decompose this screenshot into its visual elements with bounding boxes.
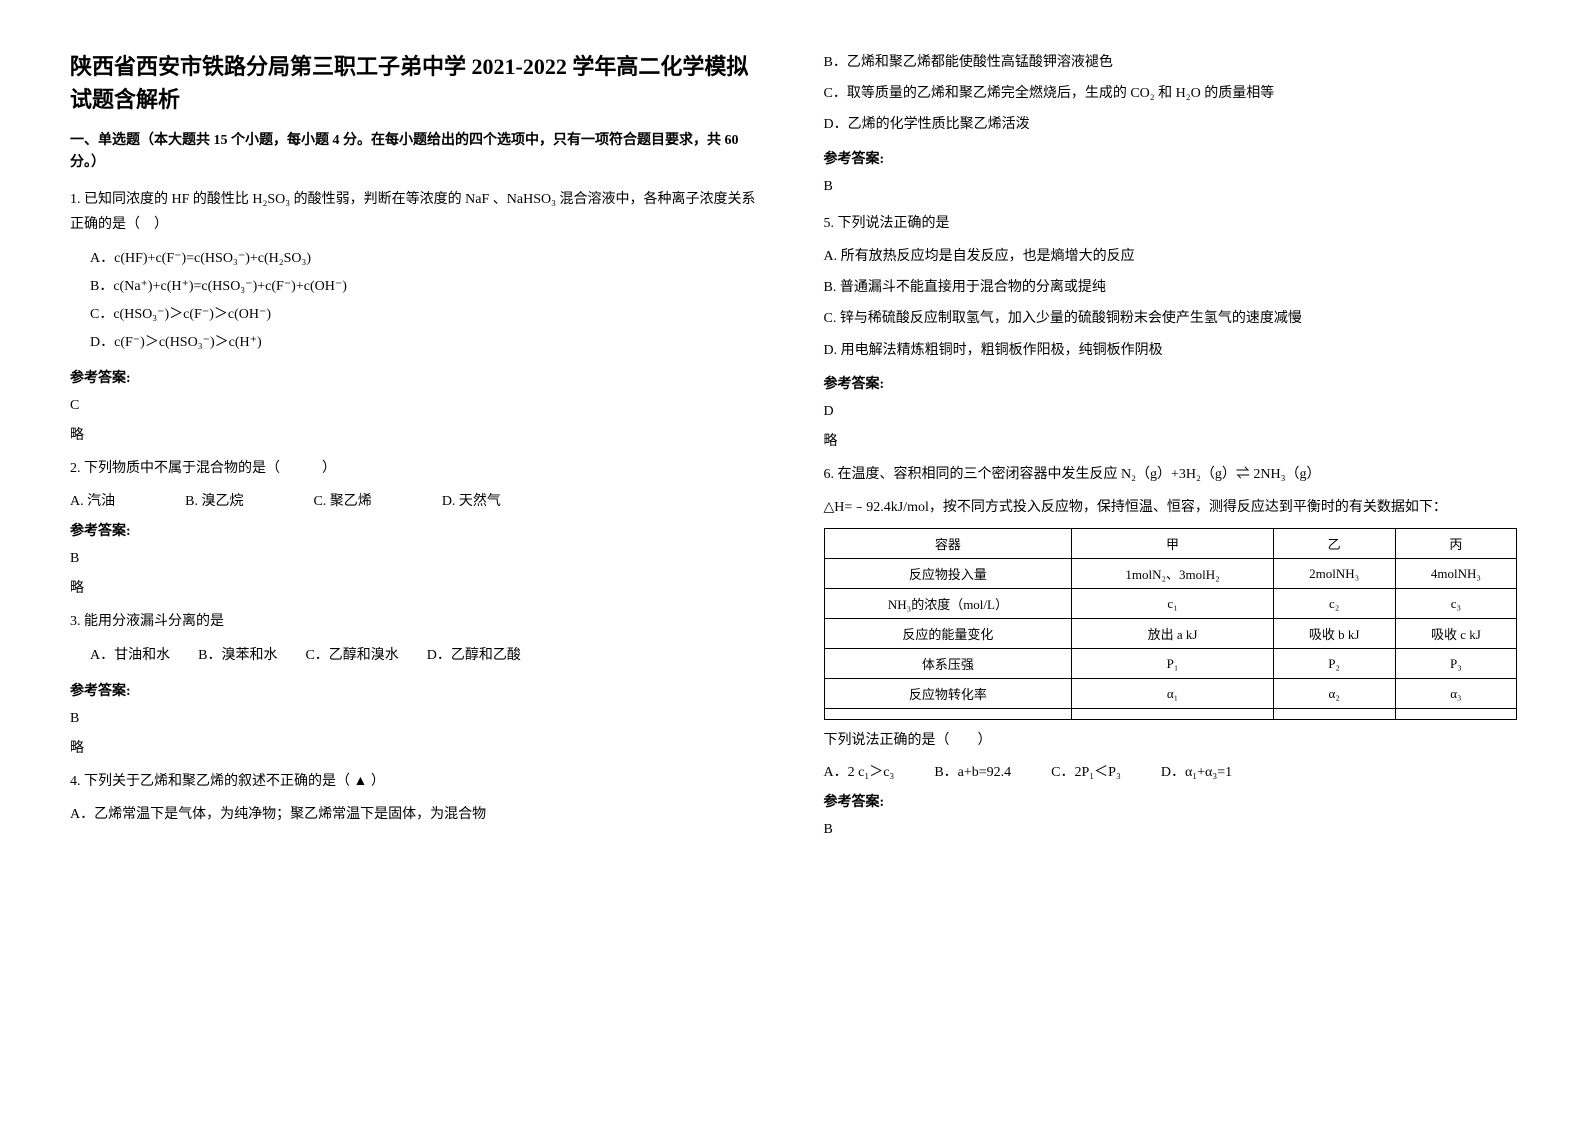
question-5-opt-c: C. 锌与稀硫酸反应制取氢气，加入少量的硫酸铜粉末会使产生氢气的速度减慢 — [824, 306, 1518, 331]
table-cell: 吸收 b kJ — [1273, 619, 1395, 649]
question-2-options: A. 汽油 B. 溴乙烷 C. 聚乙烯 D. 天然气 — [70, 490, 764, 510]
table-header-2: 乙 — [1273, 529, 1395, 559]
table-cell: c₃ — [1395, 589, 1516, 619]
question-4-answer: B — [824, 174, 1518, 199]
table-row: 反应的能量变化 放出 a kJ 吸收 b kJ 吸收 c kJ — [824, 619, 1517, 649]
table-cell: P₂ — [1273, 649, 1395, 679]
table-cell: c₁ — [1072, 589, 1273, 619]
question-5-opt-a: A. 所有放热反应均是自发反应，也是熵增大的反应 — [824, 244, 1518, 269]
question-4-opt-c: C．取等质量的乙烯和聚乙烯完全燃烧后，生成的 CO₂ 和 H₂O 的质量相等 — [824, 81, 1518, 106]
abbr-3: 略 — [70, 737, 764, 757]
table-cell: α₁ — [1072, 679, 1273, 709]
question-3-options: A．甘油和水 B．溴苯和水 C．乙醇和溴水 D．乙醇和乙酸 — [90, 642, 764, 670]
question-5-answer: D — [824, 399, 1518, 424]
question-4-opt-b: B．乙烯和聚乙烯都能使酸性高锰酸钾溶液褪色 — [824, 50, 1518, 75]
table-row: NH₃的浓度（mol/L） c₁ c₂ c₃ — [824, 589, 1517, 619]
answer-label-5: 参考答案: — [824, 373, 1518, 393]
question-6-table: 容器 甲 乙 丙 反应物投入量 1molN₂、3molH₂ 2molNH₃ 4m… — [824, 528, 1518, 720]
table-cell: P₁ — [1072, 649, 1273, 679]
question-3-stem: 3. 能用分液漏斗分离的是 — [70, 609, 764, 634]
table-row: 体系压强 P₁ P₂ P₃ — [824, 649, 1517, 679]
question-6-stem-1: 6. 在温度、容积相同的三个密闭容器中发生反应 N₂（g）+3H₂（g）⇌ 2N… — [824, 462, 1518, 487]
question-6-stem-2: △H=﹣92.4kJ/mol，按不同方式投入反应物，保持恒温、恒容，测得反应达到… — [824, 495, 1518, 520]
answer-label-1: 参考答案: — [70, 367, 764, 387]
table-row — [824, 709, 1517, 720]
table-cell: 反应的能量变化 — [824, 619, 1072, 649]
table-cell: 反应物转化率 — [824, 679, 1072, 709]
answer-label-4: 参考答案: — [824, 148, 1518, 168]
question-5-stem: 5. 下列说法正确的是 — [824, 211, 1518, 236]
question-6-options: A．2 c₁＞c₃ B．a+b=92.4 C．2P₁＜P₃ D．α₁+α₃=1 — [824, 761, 1518, 781]
table-header-1: 甲 — [1072, 529, 1273, 559]
question-2-opt-a: A. 汽油 — [70, 490, 115, 510]
question-6-post: 下列说法正确的是（ ） — [824, 728, 1518, 753]
table-cell: 2molNH₃ — [1273, 559, 1395, 589]
question-1-answer: C — [70, 393, 764, 418]
table-header-row: 容器 甲 乙 丙 — [824, 529, 1517, 559]
table-cell — [1273, 709, 1395, 720]
section-header: 一、单选题（本大题共 15 个小题，每小题 4 分。在每小题给出的四个选项中，只… — [70, 130, 764, 175]
table-cell: 放出 a kJ — [1072, 619, 1273, 649]
question-6-opt-b: B．a+b=92.4 — [934, 761, 1011, 781]
table-cell: 吸收 c kJ — [1395, 619, 1516, 649]
question-1-opt-d: D．c(F⁻)＞c(HSO₃⁻)＞c(H⁺) — [90, 329, 764, 357]
question-6-opt-c: C．2P₁＜P₃ — [1051, 761, 1121, 781]
table-cell — [824, 709, 1072, 720]
table-cell: 体系压强 — [824, 649, 1072, 679]
question-6-answer: B — [824, 817, 1518, 842]
table-cell: 1molN₂、3molH₂ — [1072, 559, 1273, 589]
table-cell — [1072, 709, 1273, 720]
left-column: 陕西省西安市铁路分局第三职工子弟中学 2021-2022 学年高二化学模拟试题含… — [70, 50, 794, 1072]
table-cell: 反应物投入量 — [824, 559, 1072, 589]
question-6-opt-d: D．α₁+α₃=1 — [1161, 761, 1232, 781]
abbr-5: 略 — [824, 430, 1518, 450]
question-6-opt-a: A．2 c₁＞c₃ — [824, 761, 895, 781]
table-header-0: 容器 — [824, 529, 1072, 559]
question-2-opt-d: D. 天然气 — [442, 490, 501, 510]
question-3-answer: B — [70, 706, 764, 731]
table-cell: 4molNH₃ — [1395, 559, 1516, 589]
table-header-3: 丙 — [1395, 529, 1516, 559]
question-1-opt-c: C．c(HSO₃⁻)＞c(F⁻)＞c(OH⁻) — [90, 301, 764, 329]
question-1-opt-a: A．c(HF)+c(F⁻)=c(HSO₃⁻)+c(H₂SO₃) — [90, 245, 764, 273]
answer-label-2: 参考答案: — [70, 520, 764, 540]
question-4-opt-d: D．乙烯的化学性质比聚乙烯活泼 — [824, 112, 1518, 137]
table-cell: α₂ — [1273, 679, 1395, 709]
table-row: 反应物转化率 α₁ α₂ α₃ — [824, 679, 1517, 709]
answer-label-3: 参考答案: — [70, 680, 764, 700]
table-cell: P₃ — [1395, 649, 1516, 679]
abbr-2: 略 — [70, 577, 764, 597]
abbr-1: 略 — [70, 424, 764, 444]
question-5-opt-d: D. 用电解法精炼粗铜时，粗铜板作阳极，纯铜板作阴极 — [824, 338, 1518, 363]
table-cell: NH₃的浓度（mol/L） — [824, 589, 1072, 619]
question-2-answer: B — [70, 546, 764, 571]
question-4-stem: 4. 下列关于乙烯和聚乙烯的叙述不正确的是（ ▲ ） — [70, 769, 764, 794]
exam-title: 陕西省西安市铁路分局第三职工子弟中学 2021-2022 学年高二化学模拟试题含… — [70, 50, 764, 116]
table-cell: c₂ — [1273, 589, 1395, 619]
question-2-opt-c: C. 聚乙烯 — [313, 490, 371, 510]
question-2-stem: 2. 下列物质中不属于混合物的是（ ） — [70, 456, 764, 481]
question-1-opt-b: B．c(Na⁺)+c(H⁺)=c(HSO₃⁻)+c(F⁻)+c(OH⁻) — [90, 273, 764, 301]
question-4-opt-a: A．乙烯常温下是气体，为纯净物；聚乙烯常温下是固体，为混合物 — [70, 802, 764, 827]
right-column: B．乙烯和聚乙烯都能使酸性高锰酸钾溶液褪色 C．取等质量的乙烯和聚乙烯完全燃烧后… — [794, 50, 1518, 1072]
question-5-opt-b: B. 普通漏斗不能直接用于混合物的分离或提纯 — [824, 275, 1518, 300]
table-row: 反应物投入量 1molN₂、3molH₂ 2molNH₃ 4molNH₃ — [824, 559, 1517, 589]
table-cell — [1395, 709, 1516, 720]
question-1-stem: 1. 已知同浓度的 HF 的酸性比 H₂SO₃ 的酸性弱，判断在等浓度的 NaF… — [70, 187, 764, 237]
answer-label-6: 参考答案: — [824, 791, 1518, 811]
question-2-opt-b: B. 溴乙烷 — [185, 490, 243, 510]
table-cell: α₃ — [1395, 679, 1516, 709]
